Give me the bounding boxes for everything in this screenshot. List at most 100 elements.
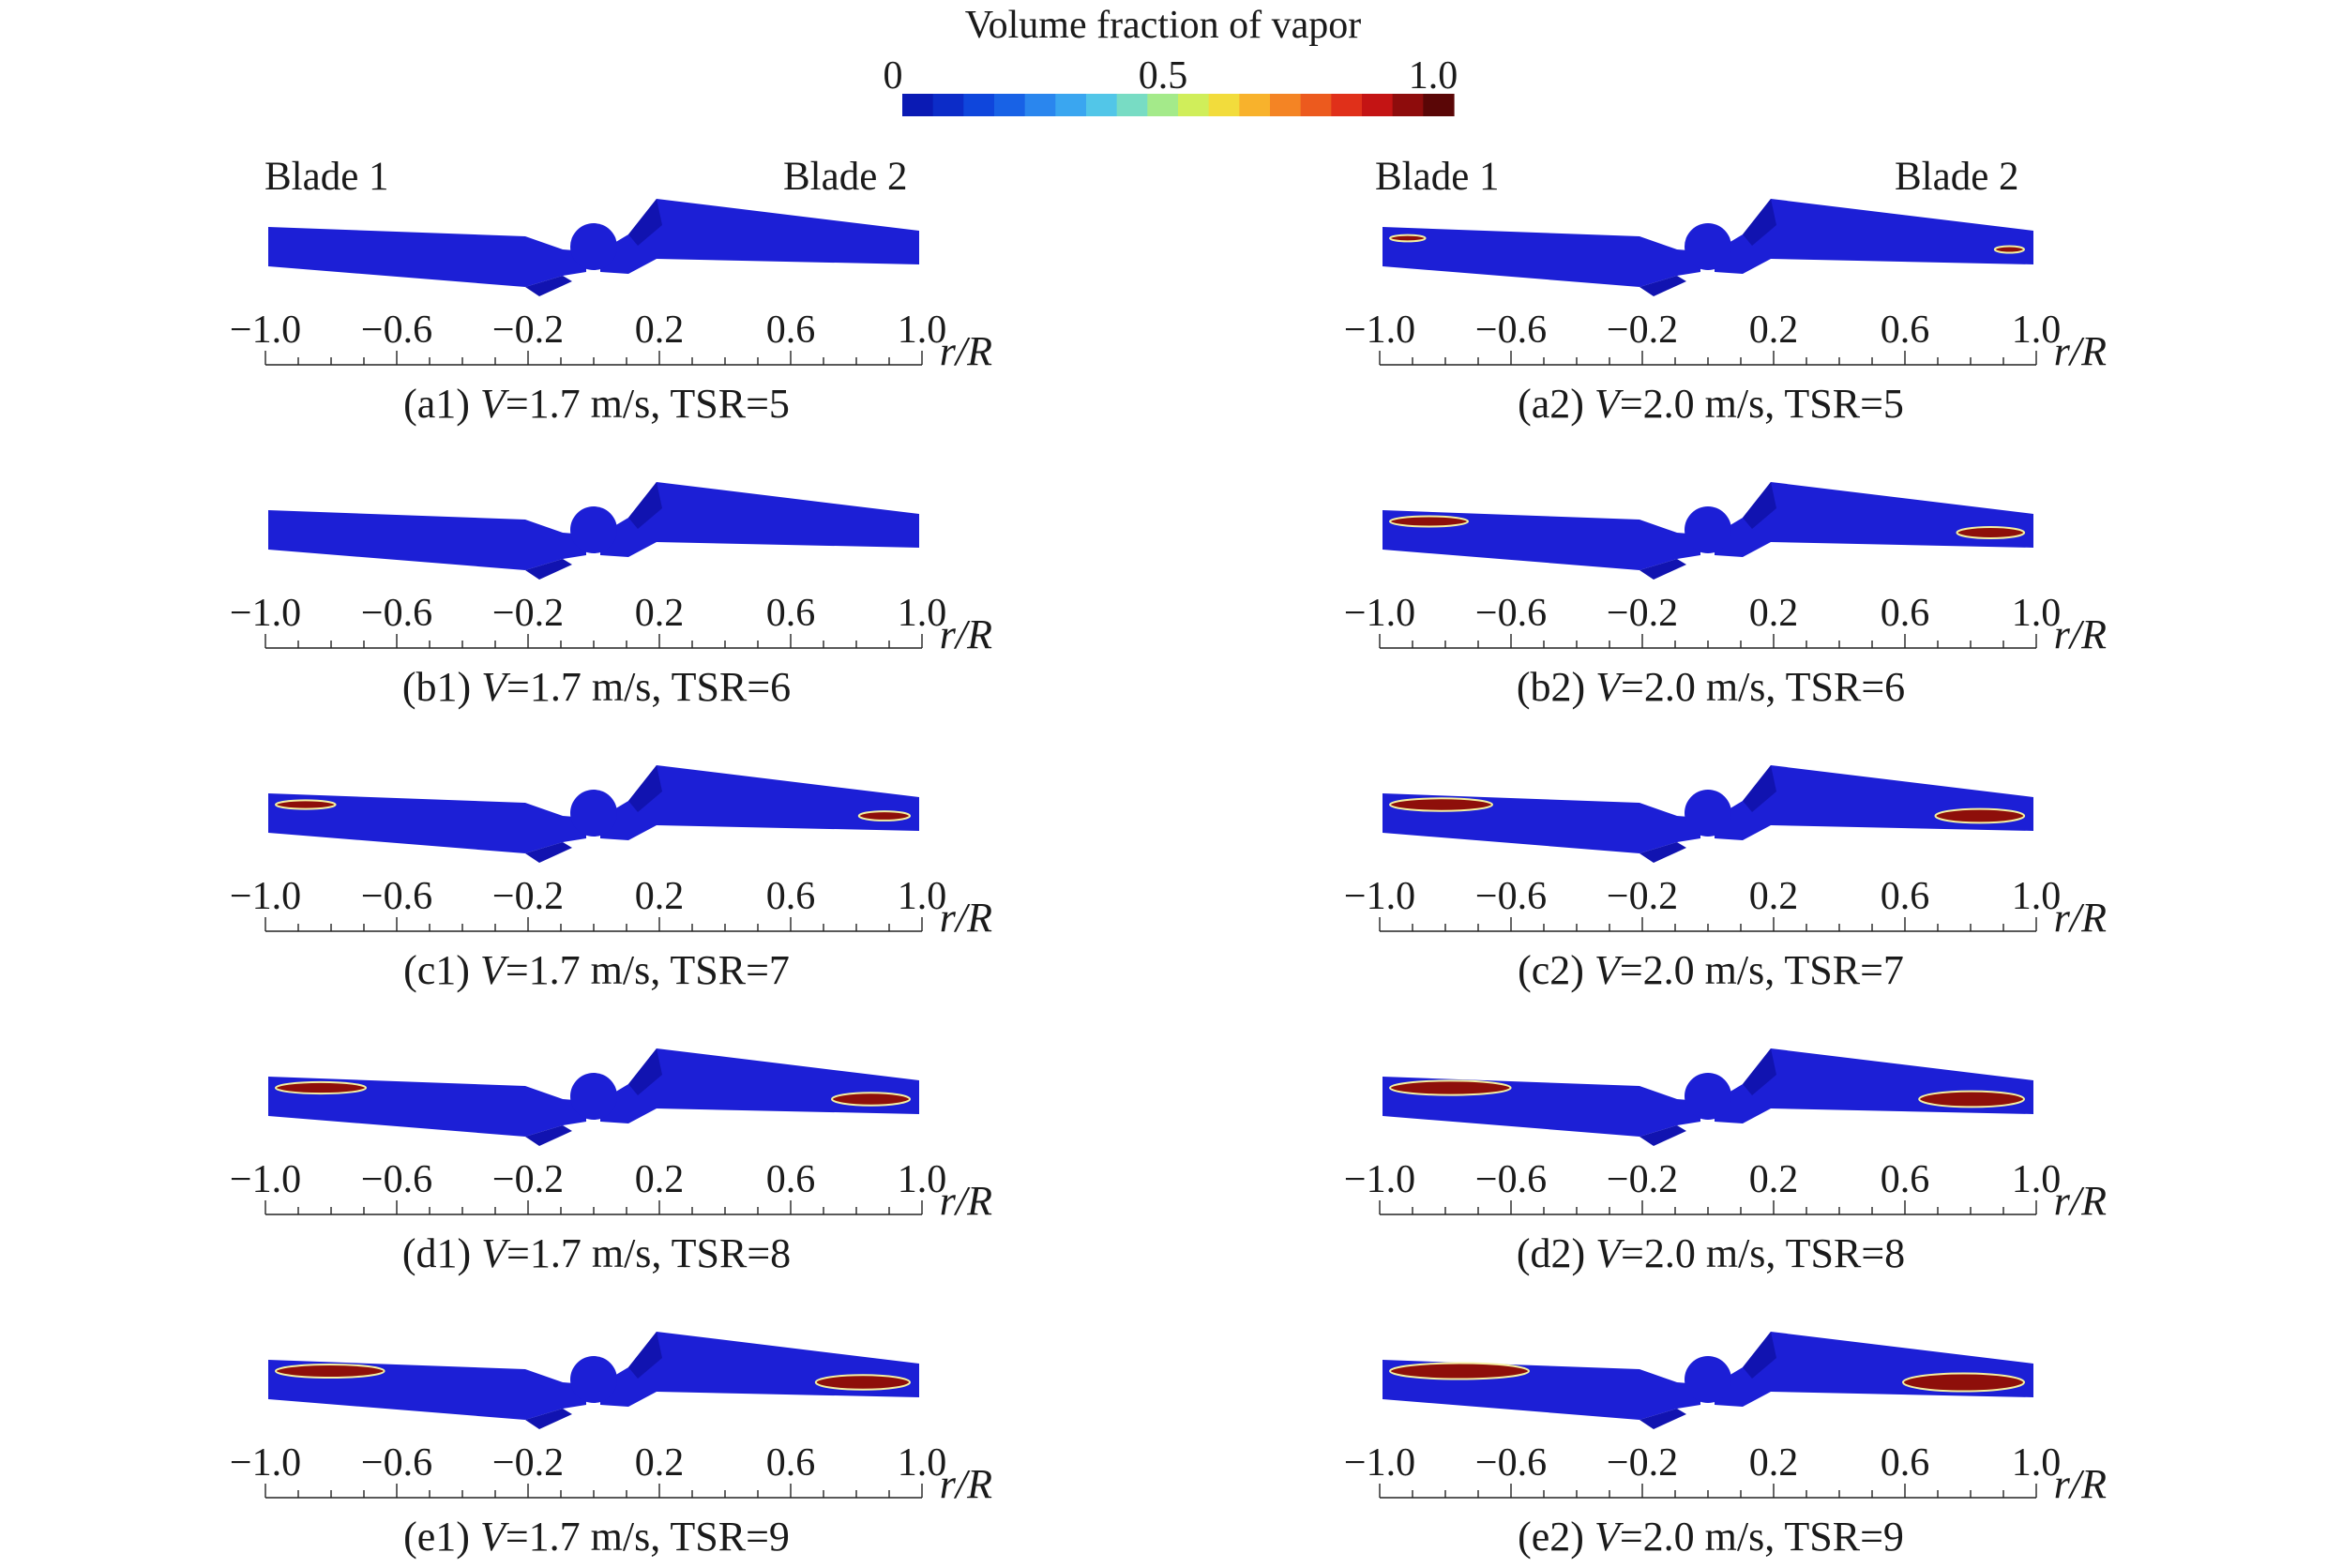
axis-tick-label: 0.6 [766, 875, 816, 918]
panel-c1: −1.0 −0.6 −0.2 0.2 0.6 1.0r/R (c1) V=1.7 m/s, … [230, 765, 992, 993]
radius-axis: −1.0 −0.6 −0.2 0.2 0.6 1.0r/R [230, 1158, 992, 1224]
panel-caption: (b1) V=1.7 m/s, TSR=6 [402, 664, 791, 710]
caption-condition: =1.7 m/s, TSR=7 [506, 947, 790, 993]
vapor-regions [1389, 797, 2026, 824]
axis-tick-label: 0.6 [1881, 875, 1930, 918]
axis-tick-label: −1.0 [230, 592, 301, 635]
rotor-hub [1685, 223, 1731, 270]
axis-tick-label: 0.6 [766, 309, 816, 352]
axis-tick-label: 1.0 [898, 309, 947, 352]
panel-caption: (a2) V=2.0 m/s, TSR=5 [1518, 381, 1904, 427]
blade-2-shadow [628, 1332, 662, 1379]
axis-tick-label: 0.2 [1749, 1158, 1799, 1201]
axis-tick-label: 0.6 [766, 1441, 816, 1485]
axis-tick-label: −0.6 [1475, 875, 1547, 918]
axis-tick-label: 0.2 [1749, 592, 1799, 635]
panel-c2: −1.0 −0.6 −0.2 0.2 0.6 1.0r/R (c2) V=2.0 m/s, … [1344, 765, 2107, 993]
rotor-hub [1685, 1073, 1731, 1120]
rotor-hub [570, 506, 617, 553]
caption-condition: =2.0 m/s, TSR=5 [1620, 381, 1904, 427]
blade-1-shadow [1639, 842, 1686, 863]
rotor-hub [1685, 506, 1731, 553]
blade-1-shadow [525, 842, 572, 863]
vapor-regions [1389, 515, 2026, 539]
axis-tick-label: 0.6 [766, 592, 816, 635]
caption-variable: V [1594, 947, 1624, 993]
vapor-region-blade-1 [275, 1364, 385, 1379]
radius-axis: −1.0 −0.6 −0.2 0.2 0.6 1.0r/R [1344, 592, 2107, 657]
blade-1-label-right: Blade 1 [1375, 155, 1500, 199]
axis-tick-label: −0.6 [1475, 1441, 1547, 1485]
panel-d2: −1.0 −0.6 −0.2 0.2 0.6 1.0r/R (d2) V=2.0 m/s, … [1344, 1048, 2107, 1276]
axis-tick-label: −0.2 [1607, 875, 1678, 918]
caption-condition: =2.0 m/s, TSR=6 [1621, 664, 1905, 710]
axis-tick-label: 0.2 [635, 592, 685, 635]
vapor-region-blade-1 [1389, 515, 1469, 528]
blade-1-shadow [525, 276, 572, 296]
blade-2-shadow [1743, 765, 1776, 812]
vapor-region-blade-2 [831, 1092, 911, 1107]
axis-tick-label: −0.6 [1475, 1158, 1547, 1201]
axis-tick-label: −1.0 [1344, 592, 1415, 635]
axis-tick-label: 1.0 [898, 1441, 947, 1485]
panel-b1: −1.0 −0.6 −0.2 0.2 0.6 1.0r/R (b1) V=1.7 m/s, … [230, 482, 992, 710]
colorbar-swatches [902, 94, 1455, 116]
axis-tick-label: 1.0 [2012, 875, 2062, 918]
radius-axis: −1.0 −0.6 −0.2 0.2 0.6 1.0r/R [230, 309, 992, 374]
axis-tick-label: 0.2 [1749, 309, 1799, 352]
axis-tick-label: −0.2 [1607, 309, 1678, 352]
colorbar-swatch-9 [1147, 94, 1179, 116]
axis-tick-label: −0.6 [1475, 592, 1547, 635]
blade-1-shadow [525, 1409, 572, 1429]
axis-tick-label: −1.0 [230, 309, 301, 352]
panel-e1: −1.0 −0.6 −0.2 0.2 0.6 1.0r/R (e1) V=1.7 m/s, … [230, 1332, 992, 1560]
axis-tick-label: 1.0 [898, 875, 947, 918]
axis-tick-label: −1.0 [230, 1158, 301, 1201]
axis-tick-label: −0.6 [361, 875, 432, 918]
vapor-region-blade-2 [814, 1374, 912, 1391]
blade-2-label-left: Blade 2 [783, 155, 908, 199]
caption-condition: =2.0 m/s, TSR=9 [1620, 1514, 1904, 1560]
blade-1-shadow [1639, 559, 1686, 580]
colorbar-title: Volume fraction of vapor [965, 4, 1362, 47]
caption-prefix: (d1) [402, 1230, 481, 1276]
vapor-region-blade-1 [275, 799, 337, 810]
blade-labels: Blade 1 Blade 2 Blade 1 Blade 2 [264, 155, 2019, 199]
caption-condition: =1.7 m/s, TSR=8 [506, 1230, 791, 1276]
caption-variable: V [1595, 664, 1625, 710]
axis-variable-label: r/R [940, 1461, 992, 1507]
axis-tick-label: 0.2 [635, 1158, 685, 1201]
caption-variable: V [481, 664, 511, 710]
colorbar-swatch-3 [963, 94, 995, 116]
vapor-region-blade-2 [1918, 1090, 2025, 1108]
caption-condition: =2.0 m/s, TSR=7 [1620, 947, 1904, 993]
colorbar-swatch-5 [1024, 94, 1056, 116]
panel-caption: (c2) V=2.0 m/s, TSR=7 [1518, 947, 1904, 993]
colorbar-swatch-4 [994, 94, 1026, 116]
axis-tick-label: 0.6 [1881, 1158, 1930, 1201]
blade-1-shadow [525, 559, 572, 580]
axis-tick-label: −1.0 [1344, 1158, 1415, 1201]
axis-tick-label: 0.6 [1881, 1441, 1930, 1485]
rotor-hub [570, 790, 617, 837]
axis-tick-label: −0.2 [492, 875, 564, 918]
colorbar-swatch-13 [1270, 94, 1302, 116]
vapor-regions [1389, 234, 2026, 254]
axis-variable-label: r/R [2054, 1178, 2107, 1224]
colorbar-swatch-11 [1208, 94, 1240, 116]
caption-prefix: (e1) [403, 1514, 480, 1560]
colorbar-swatch-18 [1423, 94, 1455, 116]
vapor-region-blade-2 [857, 810, 912, 822]
panel-caption: (d1) V=1.7 m/s, TSR=8 [402, 1230, 791, 1276]
colorbar-swatch-12 [1239, 94, 1271, 116]
rotor-hub [1685, 1356, 1731, 1403]
panels: −1.0 −0.6 −0.2 0.2 0.6 1.0r/R(a1) V=1.7 m/s, … [230, 199, 2107, 1560]
axis-tick-label: −0.6 [361, 309, 432, 352]
blade-2-shape [600, 1048, 919, 1123]
axis-tick-label: 0.2 [1749, 875, 1799, 918]
axis-tick-label: −0.2 [1607, 592, 1678, 635]
rotor-blades [1383, 482, 2033, 580]
colorbar-swatch-10 [1178, 94, 1210, 116]
blade-1-shadow [1639, 1409, 1686, 1429]
